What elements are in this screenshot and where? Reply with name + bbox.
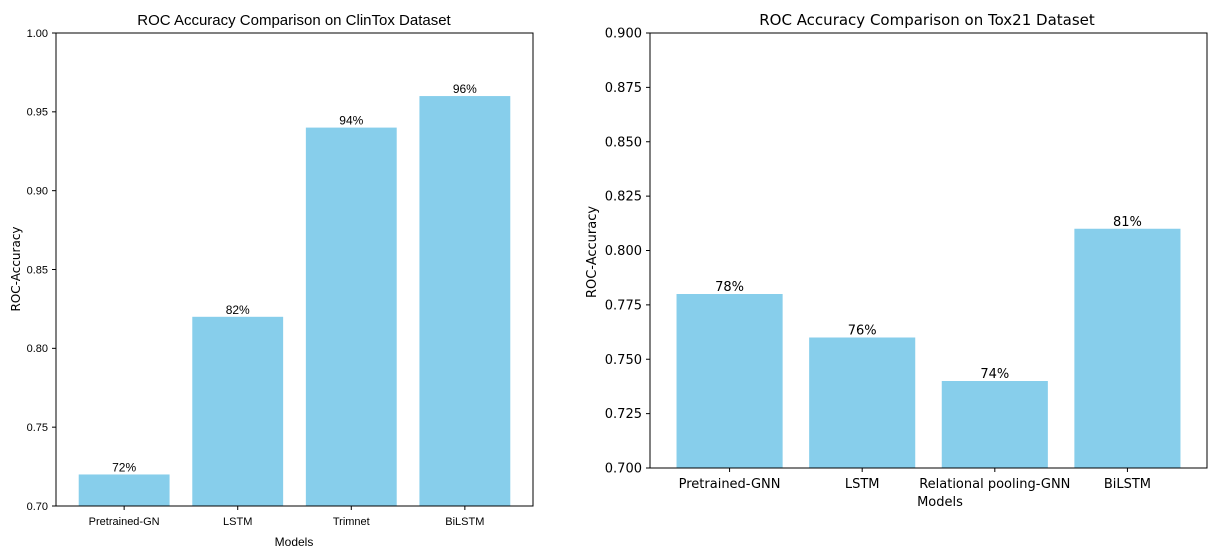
clintox-chart: ROC Accuracy Comparison on ClinTox Datas… <box>9 12 534 547</box>
y-tick-label: 0.800 <box>605 244 642 259</box>
bar-lstm <box>809 337 916 468</box>
chart-title: ROC Accuracy Comparison on Tox21 Dataset <box>759 11 1095 29</box>
data-label: 96% <box>453 82 477 96</box>
y-tick-label: 0.900 <box>605 27 642 42</box>
bar-pretrained-gn <box>78 474 170 506</box>
x-tick-label: BiLSTM <box>445 516 484 528</box>
y-tick-label: 0.825 <box>605 190 642 205</box>
y-tick-label: 0.875 <box>605 81 642 96</box>
x-tick-label: LSTM <box>223 516 252 528</box>
data-label: 81% <box>1113 215 1142 230</box>
x-tick-label: Trimnet <box>333 516 370 528</box>
bar-bilstm <box>1074 228 1181 468</box>
y-axis-label: ROC-Accuracy <box>9 226 23 311</box>
bar-lstm <box>192 316 284 506</box>
x-tick-label: BiLSTM <box>1104 477 1151 492</box>
y-tick-label: 1.00 <box>27 28 48 40</box>
data-label: 78% <box>715 280 744 295</box>
y-tick-label: 0.75 <box>27 422 48 434</box>
y-tick-label: 0.700 <box>605 462 642 477</box>
y-tick-label: 0.750 <box>605 353 642 368</box>
bar-relational-pooling-gnn <box>941 381 1048 468</box>
y-tick-label: 0.70 <box>27 501 48 513</box>
bar-bilstm <box>419 96 511 507</box>
y-axis-label: ROC-Accuracy <box>585 206 600 298</box>
x-tick-label: Relational pooling-GNN <box>919 477 1070 492</box>
data-label: 72% <box>112 460 136 474</box>
data-label: 94% <box>339 114 363 128</box>
data-label: 74% <box>980 367 1009 382</box>
x-tick-label: Pretrained-GNN <box>679 477 781 492</box>
y-tick-label: 0.725 <box>605 407 642 422</box>
data-label: 76% <box>848 324 877 339</box>
x-tick-label: LSTM <box>845 477 880 492</box>
y-tick-label: 0.80 <box>27 343 48 355</box>
y-tick-label: 0.90 <box>27 186 48 198</box>
bar-pretrained-gnn <box>676 294 783 468</box>
chart-title: ROC Accuracy Comparison on ClinTox Datas… <box>137 12 451 29</box>
y-tick-label: 0.775 <box>605 298 642 313</box>
bar-trimnet <box>305 127 397 506</box>
data-label: 82% <box>226 303 250 317</box>
x-axis-label: Models <box>275 535 314 547</box>
y-tick-label: 0.850 <box>605 135 642 150</box>
tox21-chart: ROC Accuracy Comparison on Tox21 Dataset… <box>585 11 1208 510</box>
y-tick-label: 0.95 <box>27 107 48 119</box>
x-tick-label: Pretrained-GN <box>89 516 160 528</box>
x-axis-label: Models <box>917 495 963 510</box>
y-tick-label: 0.85 <box>27 264 48 276</box>
